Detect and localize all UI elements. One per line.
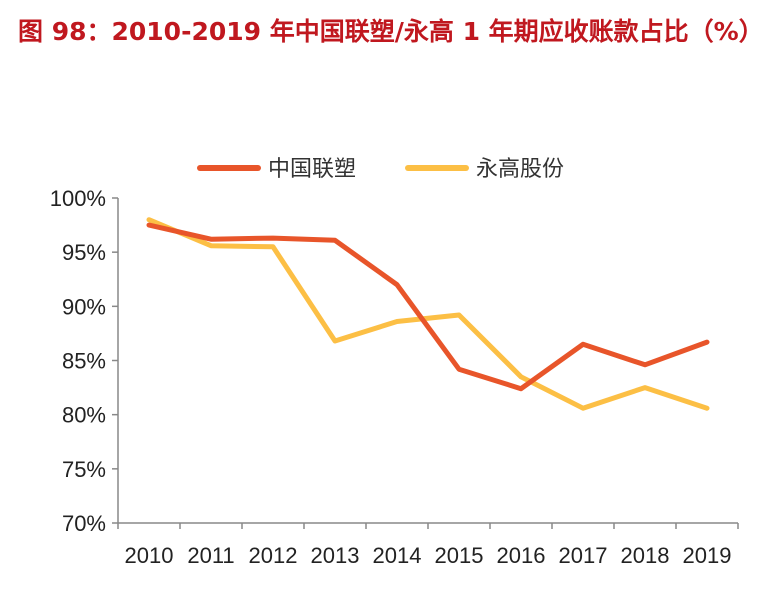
y-axis-ticks: 70% 75% 80% 85% 90% 95% 100% [50,186,118,536]
legend-label: 永高股份 [476,157,564,182]
x-tick-label: 2018 [621,543,670,568]
y-tick-label: 90% [62,294,106,319]
x-tick-label: 2019 [683,543,732,568]
x-tick-label: 2012 [249,543,298,568]
legend-label: 中国联塑 [268,157,356,182]
legend: 中国联塑 永高股份 [197,157,564,182]
y-tick-label: 100% [50,186,106,211]
x-tick-label: 2016 [497,543,546,568]
x-tick-label: 2011 [187,543,234,568]
y-tick-label: 85% [62,349,106,374]
x-tick-label: 2015 [435,543,484,568]
x-tick-label: 2014 [373,543,422,568]
y-tick-label: 75% [62,457,106,482]
series-line [146,222,710,392]
figure-title: 图 98：2010-2019 年中国联塑/永高 1 年期应收账款占比（%） [18,17,764,46]
x-tick-label: 2017 [559,543,608,568]
y-tick-label: 70% [62,511,106,536]
y-tick-label: 80% [62,403,106,428]
y-tick-label: 95% [62,240,106,265]
x-axis-ticks: 2010 2011 2012 2013 2014 2015 2016 2017 2018 2019 [117,523,739,568]
x-tick-label: 2013 [311,543,360,568]
x-tick-label: 2010 [125,543,174,568]
series-line [146,217,710,411]
series-lines [146,217,710,411]
